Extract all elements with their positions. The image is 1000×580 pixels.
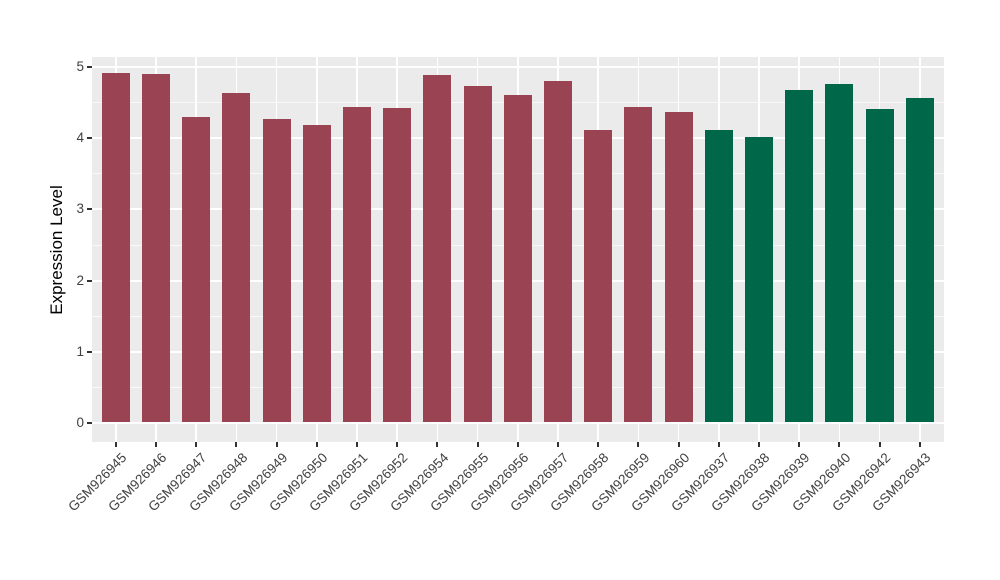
y-tick-label: 2 bbox=[76, 272, 84, 288]
bar bbox=[503, 95, 532, 422]
y-tick-mark bbox=[87, 279, 92, 282]
x-tick-mark bbox=[275, 442, 278, 447]
x-tick-mark bbox=[557, 442, 559, 447]
x-tick-mark bbox=[516, 442, 519, 447]
x-tick-mark bbox=[637, 442, 640, 447]
x-tick-mark bbox=[838, 442, 841, 447]
bar bbox=[142, 74, 170, 422]
y-tick-label: 3 bbox=[76, 201, 84, 217]
x-tick-mark bbox=[195, 442, 198, 447]
x-tick-mark bbox=[235, 442, 238, 447]
x-tick-mark bbox=[878, 442, 881, 447]
bar bbox=[785, 90, 814, 422]
x-tick-mark bbox=[436, 442, 439, 447]
y-tick-mark bbox=[87, 208, 92, 211]
x-tick-mark bbox=[114, 442, 117, 447]
bar bbox=[463, 86, 492, 422]
y-tick-mark bbox=[87, 137, 92, 140]
x-tick-mark bbox=[798, 442, 801, 447]
y-tick-label: 5 bbox=[76, 59, 84, 74]
x-tick-mark bbox=[597, 442, 600, 447]
y-tick-mark bbox=[87, 350, 92, 353]
bar bbox=[664, 111, 693, 422]
bar bbox=[905, 98, 934, 422]
bar bbox=[383, 107, 412, 422]
bar bbox=[584, 129, 613, 422]
bar bbox=[343, 106, 371, 422]
x-tick-mark bbox=[677, 442, 680, 447]
bar bbox=[704, 129, 733, 422]
y-tick-mark bbox=[87, 422, 92, 424]
x-tick-mark bbox=[758, 442, 760, 447]
y-tick-label: 0 bbox=[76, 415, 84, 430]
y-tick-mark bbox=[87, 66, 92, 68]
x-tick-mark bbox=[717, 442, 720, 447]
y-tick-label: 1 bbox=[76, 343, 84, 359]
plot-panel bbox=[92, 57, 944, 442]
bar bbox=[865, 109, 894, 422]
x-tick-mark bbox=[315, 442, 318, 447]
bar bbox=[182, 116, 211, 422]
x-tick-mark bbox=[476, 442, 479, 447]
x-tick-mark bbox=[155, 442, 157, 447]
bar bbox=[262, 118, 291, 422]
bar bbox=[825, 84, 854, 422]
x-tick-mark bbox=[356, 442, 358, 447]
bar bbox=[745, 136, 773, 422]
y-tick-label: 4 bbox=[76, 130, 84, 146]
bar bbox=[544, 81, 572, 422]
bar bbox=[222, 93, 251, 422]
x-tick-mark bbox=[396, 442, 399, 447]
x-tick-mark bbox=[918, 442, 921, 447]
gridline-horizontal-major bbox=[92, 66, 944, 68]
bar bbox=[302, 124, 331, 422]
bar bbox=[101, 73, 130, 422]
gridline-horizontal-major bbox=[92, 422, 944, 424]
bar bbox=[624, 106, 653, 422]
bar bbox=[423, 74, 452, 422]
